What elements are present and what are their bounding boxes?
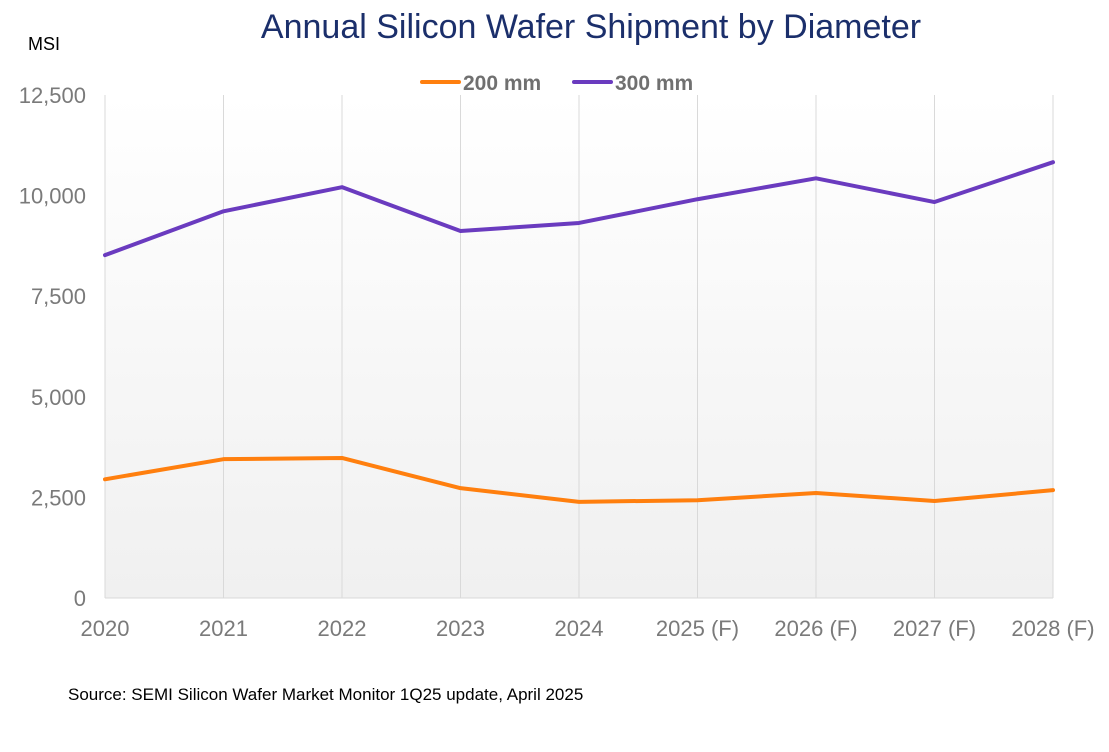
source-note: Source: SEMI Silicon Wafer Market Monito… — [68, 685, 583, 704]
x-tick-label: 2025 (F) — [656, 616, 739, 641]
y-tick-label: 12,500 — [19, 83, 86, 108]
y-tick-label: 2,500 — [31, 485, 86, 510]
legend-label-200mm: 200 mm — [463, 72, 541, 95]
chart-title: Annual Silicon Wafer Shipment by Diamete… — [261, 8, 921, 46]
y-tick-label: 7,500 — [31, 284, 86, 309]
y-tick-label: 10,000 — [19, 184, 86, 209]
legend: 200 mm 300 mm — [420, 72, 693, 95]
x-tick-label: 2022 — [318, 616, 367, 641]
x-tick-label: 2020 — [81, 616, 130, 641]
x-tick-label: 2023 — [436, 616, 485, 641]
x-tick-label: 2021 — [199, 616, 248, 641]
x-tick-label: 2028 (F) — [1011, 616, 1094, 641]
legend-label-300mm: 300 mm — [615, 72, 693, 95]
x-tick-label: 2024 — [555, 616, 604, 641]
y-axis-unit: MSI — [28, 34, 60, 54]
y-tick-label: 5,000 — [31, 385, 86, 410]
y-tick-label: 0 — [74, 586, 86, 611]
x-tick-label: 2026 (F) — [774, 616, 857, 641]
x-tick-label: 2027 (F) — [893, 616, 976, 641]
